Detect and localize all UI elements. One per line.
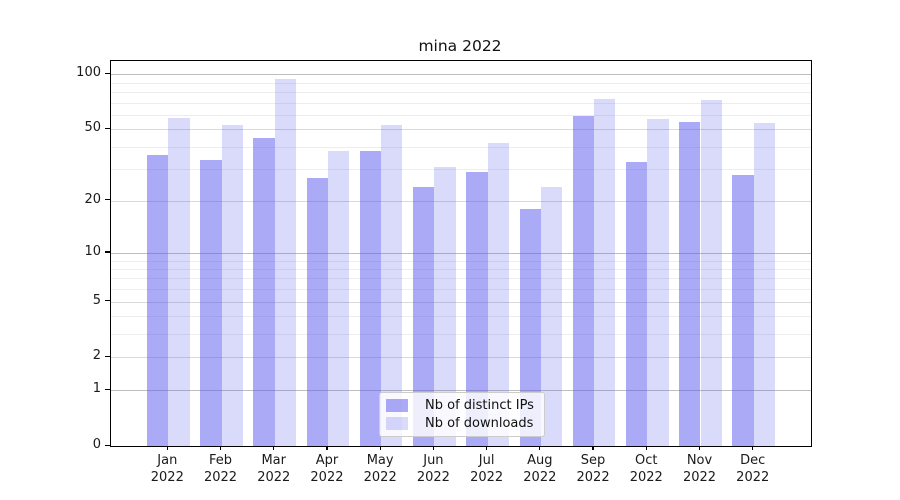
y-tick-label: 5 bbox=[92, 292, 101, 308]
bar-downloads bbox=[381, 124, 403, 446]
gridline-minor bbox=[111, 316, 811, 318]
x-tick-mark bbox=[432, 446, 434, 450]
y-tick-label: 100 bbox=[76, 65, 101, 81]
y-tick-label: 0 bbox=[92, 437, 101, 452]
bar-distinct-ips bbox=[466, 172, 488, 446]
gridline bbox=[111, 301, 811, 303]
x-tick-label: Nov 2022 bbox=[682, 453, 717, 485]
gridline-minor bbox=[111, 260, 811, 262]
bar-distinct-ips bbox=[519, 208, 541, 446]
legend: Nb of distinct IPs Nb of downloads bbox=[379, 392, 545, 437]
bar-downloads bbox=[647, 118, 669, 446]
y-tick-label: 1 bbox=[92, 381, 101, 397]
x-tick-mark bbox=[645, 446, 647, 450]
y-tick-mark bbox=[105, 127, 110, 129]
legend-swatch-dark bbox=[386, 399, 408, 412]
bar-distinct-ips bbox=[306, 177, 328, 446]
x-tick-mark bbox=[592, 446, 594, 450]
bar-distinct-ips bbox=[572, 116, 595, 446]
y-tick-mark bbox=[105, 388, 110, 390]
y-tick-mark bbox=[105, 251, 110, 253]
x-tick-mark bbox=[219, 446, 222, 450]
bar-downloads bbox=[434, 166, 456, 446]
x-tick-label: Feb 2022 bbox=[203, 453, 238, 485]
gridline-minor bbox=[111, 102, 811, 104]
gridline-minor bbox=[111, 334, 811, 336]
y-tick-mark bbox=[105, 444, 110, 446]
x-tick-label: Jan 2022 bbox=[150, 453, 184, 485]
gridline-minor bbox=[111, 278, 811, 280]
gridline-minor bbox=[111, 289, 811, 291]
grid-layer bbox=[111, 61, 811, 446]
bar-distinct-ips bbox=[625, 161, 648, 446]
y-tick-label: 50 bbox=[84, 120, 101, 136]
gridline-minor bbox=[111, 146, 811, 148]
bar-distinct-ips bbox=[359, 150, 382, 446]
gridline-minor bbox=[111, 114, 811, 116]
bar-distinct-ips bbox=[732, 174, 754, 446]
legend-label: Nb of distinct IPs bbox=[425, 398, 534, 413]
bar-downloads bbox=[274, 79, 297, 446]
gridline-minor bbox=[111, 268, 811, 270]
gridline-minor bbox=[111, 82, 811, 84]
x-tick-mark bbox=[752, 446, 754, 450]
x-tick-label: May 2022 bbox=[363, 453, 397, 485]
x-tick-label: Apr 2022 bbox=[310, 453, 344, 485]
gridline bbox=[111, 200, 811, 202]
plot-area bbox=[110, 60, 812, 447]
x-tick-mark bbox=[486, 446, 488, 450]
bar-downloads bbox=[700, 100, 722, 446]
x-tick-label: Oct 2022 bbox=[629, 453, 663, 485]
legend-label: Nb of downloads bbox=[425, 416, 534, 431]
bar-distinct-ips bbox=[253, 137, 275, 446]
x-tick-mark bbox=[273, 446, 275, 450]
bar-downloads bbox=[753, 123, 776, 446]
gridline bbox=[111, 357, 811, 359]
x-tick-mark bbox=[379, 446, 381, 450]
bars-layer bbox=[111, 61, 811, 446]
x-tick-label: Sep 2022 bbox=[576, 453, 610, 485]
y-tick-mark bbox=[105, 300, 110, 302]
y-tick-label: 2 bbox=[92, 348, 101, 364]
bar-downloads bbox=[221, 124, 243, 446]
bar-distinct-ips bbox=[147, 155, 169, 446]
bar-distinct-ips bbox=[200, 159, 222, 446]
x-tick-label: Jul 2022 bbox=[470, 453, 504, 485]
gridline bbox=[111, 129, 811, 131]
x-tick-label: Dec 2022 bbox=[736, 453, 770, 485]
bar-downloads bbox=[327, 150, 350, 446]
gridline-major bbox=[111, 74, 811, 76]
bar-downloads bbox=[540, 186, 563, 446]
gridline-major bbox=[111, 390, 811, 392]
legend-swatch-light bbox=[386, 417, 408, 430]
chart-title: mina 2022 bbox=[418, 37, 502, 55]
x-tick-label: Mar 2022 bbox=[257, 453, 291, 485]
x-tick-mark bbox=[326, 446, 328, 450]
y-tick-label: 10 bbox=[84, 243, 101, 259]
y-tick-mark bbox=[105, 199, 110, 201]
gridline-major bbox=[111, 252, 811, 254]
x-tick-mark bbox=[539, 446, 541, 450]
legend-item-downloads: Nb of downloads bbox=[386, 416, 538, 431]
x-tick-mark bbox=[698, 446, 701, 450]
gridline-minor bbox=[111, 169, 811, 171]
y-tick-mark bbox=[105, 72, 110, 74]
y-tick-mark bbox=[105, 355, 110, 358]
bar-distinct-ips bbox=[679, 121, 701, 446]
x-tick-label: Aug 2022 bbox=[523, 453, 557, 485]
bar-distinct-ips bbox=[413, 186, 435, 446]
bar-downloads bbox=[168, 117, 190, 446]
legend-item-distinct-ips: Nb of distinct IPs bbox=[386, 398, 538, 413]
gridline-minor bbox=[111, 91, 811, 93]
y-tick-label: 20 bbox=[84, 191, 101, 207]
x-tick-mark bbox=[166, 446, 168, 450]
x-tick-label: Jun 2022 bbox=[416, 453, 450, 485]
bar-downloads bbox=[487, 143, 509, 446]
bar-downloads bbox=[594, 99, 616, 446]
